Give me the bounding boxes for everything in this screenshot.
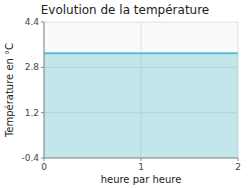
- line: [44, 52, 238, 54]
- y-tick: [41, 22, 44, 23]
- y-tick-label: 4.4: [25, 17, 40, 27]
- axes: 0 1 2 -0.4 1.2 2.8 4.4: [21, 17, 240, 172]
- y-tick: [41, 112, 44, 113]
- series: [44, 53, 238, 158]
- chart-container: 0 1 2 -0.4 1.2 2.8 4.4Evolution de la températ…: [0, 0, 250, 188]
- y-tick: [41, 158, 44, 159]
- x-tick-label: 2: [235, 162, 241, 172]
- plot-background: [44, 22, 238, 158]
- y-tick-label: 2.8: [25, 62, 40, 72]
- x-axis-label: heure par heure: [101, 174, 182, 185]
- x-tick: [141, 158, 142, 161]
- x-tick-label: 1: [138, 162, 144, 172]
- grid: [44, 22, 238, 158]
- title: Evolution de la température: [41, 3, 210, 17]
- y-axis-label: Température en °C: [4, 43, 15, 138]
- x-tick: [238, 158, 239, 161]
- area: [44, 53, 238, 158]
- y-tick: [41, 67, 44, 68]
- y-tick-label: -0.4: [21, 153, 39, 163]
- y-axis-line: [44, 22, 45, 158]
- y-tick-label: 1.2: [25, 108, 39, 118]
- grid-line-x: [44, 22, 45, 158]
- chart: 0 1 2 -0.4 1.2 2.8 4.4Evolution de la températ…: [0, 0, 250, 188]
- x-tick-label: 0: [41, 162, 47, 172]
